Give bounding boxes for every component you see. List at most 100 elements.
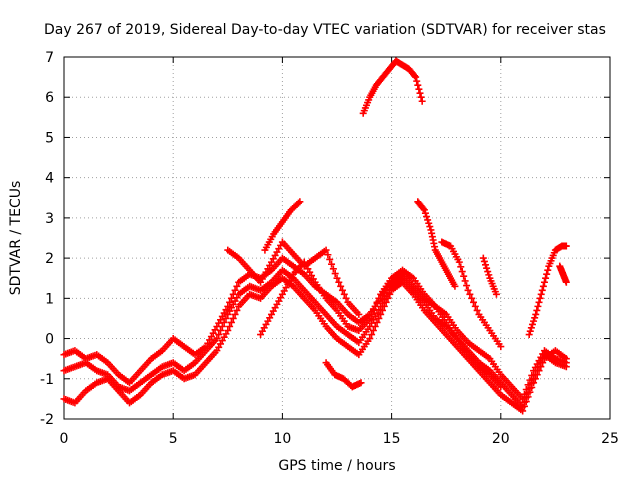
data-point-marker [413,77,421,85]
data-point-marker [531,375,539,383]
data-point-marker [418,97,426,105]
data-point-marker [466,290,474,298]
data-point-marker [227,318,235,326]
data-point-marker [522,398,530,406]
x-tick-label: 15 [383,431,401,447]
y-tick-label: 5 [45,130,54,146]
data-point-marker [411,72,419,80]
data-point-marker [533,306,541,314]
data-point-marker [384,294,392,302]
data-point-marker [423,213,431,221]
data-point-marker [368,310,376,318]
data-point-marker [324,251,332,259]
data-point-marker [526,388,534,396]
data-point-marker [382,298,390,306]
data-point-marker [451,282,459,290]
data-point-marker [542,274,550,282]
chart-title: Day 267 of 2019, Sidereal Day-to-day VTE… [44,22,606,38]
data-point-marker [420,206,428,214]
data-point-marker [562,278,570,286]
data-point-marker [460,272,468,280]
data-point-marker [533,371,541,379]
series-track-5 [257,258,505,391]
data-point-marker [468,294,476,302]
data-point-marker [337,282,345,290]
y-tick-label: -1 [40,372,54,388]
data-point-marker [366,314,374,322]
x-axis-label: GPS time / hours [278,458,395,474]
data-point-marker [231,310,239,318]
data-point-marker [519,407,527,415]
y-tick-label: 7 [45,50,54,66]
data-point-marker [417,93,425,101]
axis-ticks: 0 5 10 15 20 25 -2 -1 0 1 2 3 4 5 6 7 [40,50,619,447]
data-point-marker [531,314,539,322]
data-point-marker [424,216,432,224]
data-point-marker [326,255,334,263]
data-point-marker [416,89,424,97]
y-tick-label: 4 [45,171,54,187]
data-point-marker [520,402,528,410]
series-track-8 [359,57,426,117]
data-point-marker [233,282,241,290]
data-point-marker [380,302,388,310]
data-point-marker [369,327,377,335]
data-point-marker [483,264,491,272]
data-point-marker [479,254,487,262]
data-point-marker [218,322,226,330]
data-point-marker [527,324,535,332]
data-point-marker [528,320,536,328]
data-point-marker [482,261,490,269]
data-point-marker [331,270,339,278]
data-point-marker [492,290,500,298]
series-track-3 [60,274,570,415]
data-point-marker [357,379,365,387]
data-point-marker [525,331,533,339]
data-point-marker [294,199,302,207]
x-tick-label: 25 [601,431,619,447]
data-point-marker [562,242,570,250]
data-point-marker [538,286,546,294]
data-point-marker [562,363,570,371]
data-point-marker [536,294,544,302]
series-track-9 [414,198,459,290]
data-point-marker [412,73,420,81]
data-point-marker [222,314,230,322]
data-point-marker [373,298,381,306]
data-point-marker [220,318,228,326]
data-point-marker [458,268,466,276]
data-point-marker [233,306,241,314]
data-point-marker [532,310,540,318]
data-point-marker [369,306,377,314]
y-tick-label: 2 [45,251,54,267]
series-track-11 [479,254,500,298]
data-point-marker [342,294,350,302]
data-point-marker [355,310,363,318]
data-point-marker [544,266,552,274]
data-point-marker [328,260,336,268]
data-point-marker [540,278,548,286]
data-point-marker [524,393,532,401]
data-point-marker [562,355,570,363]
data-point-marker [377,310,385,318]
data-point-marker [497,383,505,391]
series-track-7 [322,359,365,391]
data-point-marker [379,306,386,314]
data-point-marker [471,302,479,310]
data-point-marker [530,317,538,325]
data-point-marker [371,322,379,330]
data-point-marker [464,286,472,294]
data-point-marker [539,282,547,290]
data-point-marker [386,290,394,298]
y-tick-label: 3 [45,211,54,227]
data-point-marker [217,327,225,335]
series-track-12 [525,242,570,339]
data-point-marker [530,379,538,387]
data-point-marker [426,223,434,231]
y-axis-label: SDTVAR / TECUs [8,181,24,296]
data-point-marker [497,343,505,351]
data-point-marker [224,327,232,335]
data-point-marker [329,265,337,273]
data-point-marker [226,322,234,330]
